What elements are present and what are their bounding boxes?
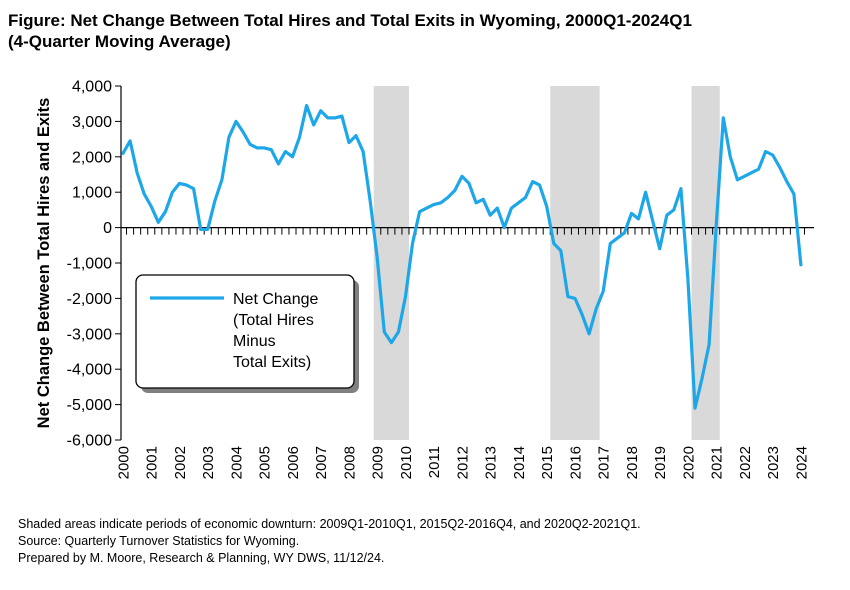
x-tick-label: 2014 [511,446,528,479]
x-tick-label: 2007 [313,446,330,479]
x-tick-label: 2024 [793,446,810,479]
legend-label-line: Minus [233,333,276,350]
y-tick-label: -5,000 [67,397,112,414]
chart-title: Figure: Net Change Between Total Hires a… [8,10,692,52]
y-axis: 4,000 3,000 2,000 1,000 0 -1,000 -2,000 -3,000 -… [67,79,122,450]
y-tick-label: -3,000 [67,326,112,343]
x-tick-label: 2001 [144,446,161,479]
x-tick-label: 2013 [483,446,500,479]
y-tick-label: 1,000 [72,185,112,202]
y-tick-label: 0 [103,220,112,237]
x-tick-label: 2006 [285,446,302,479]
x-tick-label: 2002 [172,446,189,479]
x-tick-label: 2000 [116,446,133,479]
footnote-credit: Prepared by M. Moore, Research & Plannin… [18,551,385,565]
downturn-shade-1 [373,86,410,440]
x-tick-label: 2005 [257,446,274,479]
x-tick-label: 2019 [652,446,669,479]
x-tick-label: 2008 [341,446,358,479]
y-tick-label: -1,000 [67,256,112,273]
x-tick-label: 2009 [370,446,387,479]
x-tick-label: 2021 [709,446,726,479]
title-line-1: Figure: Net Change Between Total Hires a… [8,11,692,30]
y-tick-label: -4,000 [67,362,112,379]
y-tick-label: 2,000 [72,149,112,166]
x-tick-label: 2004 [228,446,245,479]
legend-box [135,274,355,389]
legend-label-line: (Total Hires [233,312,314,329]
legend-label-line: Total Exits) [233,354,311,371]
legend-label-line: Net Change [233,291,318,308]
downturn-shade-2 [550,86,600,440]
title-line-2: (4-Quarter Moving Average) [8,32,231,51]
y-tick-label: -2,000 [67,291,112,308]
x-tick-label: 2017 [596,446,613,479]
x-tick-label: 2022 [737,446,754,479]
x-axis: 2000 2001 2002 2003 2004 2005 2006 2007 2008 2009… [116,227,814,479]
x-tick-label: 2018 [624,446,641,479]
y-tick-label: 4,000 [72,79,112,96]
legend: Net Change (Total Hires Minus Total Exits) [135,274,359,393]
line-chart: 4,000 3,000 2,000 1,000 0 -1,000 -2,000 -3,000 -… [35,79,814,479]
footnote-shading: Shaded areas indicate periods of economi… [18,517,641,531]
footnotes: Shaded areas indicate periods of economi… [18,516,641,567]
downturn-shading [373,86,720,440]
x-tick-label: 2010 [398,446,415,479]
x-tick-label: 2003 [200,446,217,479]
footnote-source: Source: Quarterly Turnover Statistics fo… [18,534,300,548]
x-tick-label: 2020 [680,446,697,479]
x-tick-label: 2012 [454,446,471,479]
x-tick-label: 2015 [539,446,556,479]
x-tick-label: 2016 [567,446,584,479]
series-layer [121,103,803,410]
y-axis-label: Net Change Between Total Hires and Exits [35,98,53,429]
x-tick-label: 2023 [765,446,782,479]
y-tick-label: 3,000 [72,114,112,131]
series-line-net-change [121,103,803,410]
y-tick-label: -6,000 [67,433,112,450]
x-tick-label: 2011 [426,446,443,478]
